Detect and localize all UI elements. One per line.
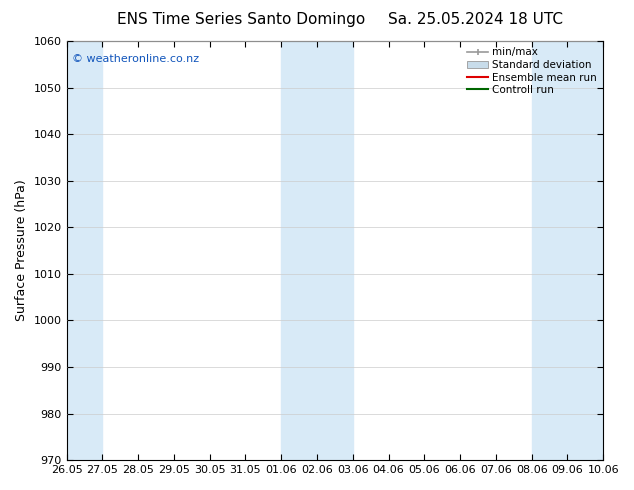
Bar [67, 41, 102, 460]
Y-axis label: Surface Pressure (hPa): Surface Pressure (hPa) [15, 180, 28, 321]
Bar [567, 41, 603, 460]
Text: Sa. 25.05.2024 18 UTC: Sa. 25.05.2024 18 UTC [388, 12, 563, 27]
Legend: min/max, Standard deviation, Ensemble mean run, Controll run: min/max, Standard deviation, Ensemble me… [464, 44, 600, 98]
Text: ENS Time Series Santo Domingo: ENS Time Series Santo Domingo [117, 12, 365, 27]
Bar [317, 41, 353, 460]
Text: © weatheronline.co.nz: © weatheronline.co.nz [72, 53, 199, 64]
Bar [281, 41, 317, 460]
Bar [532, 41, 567, 460]
